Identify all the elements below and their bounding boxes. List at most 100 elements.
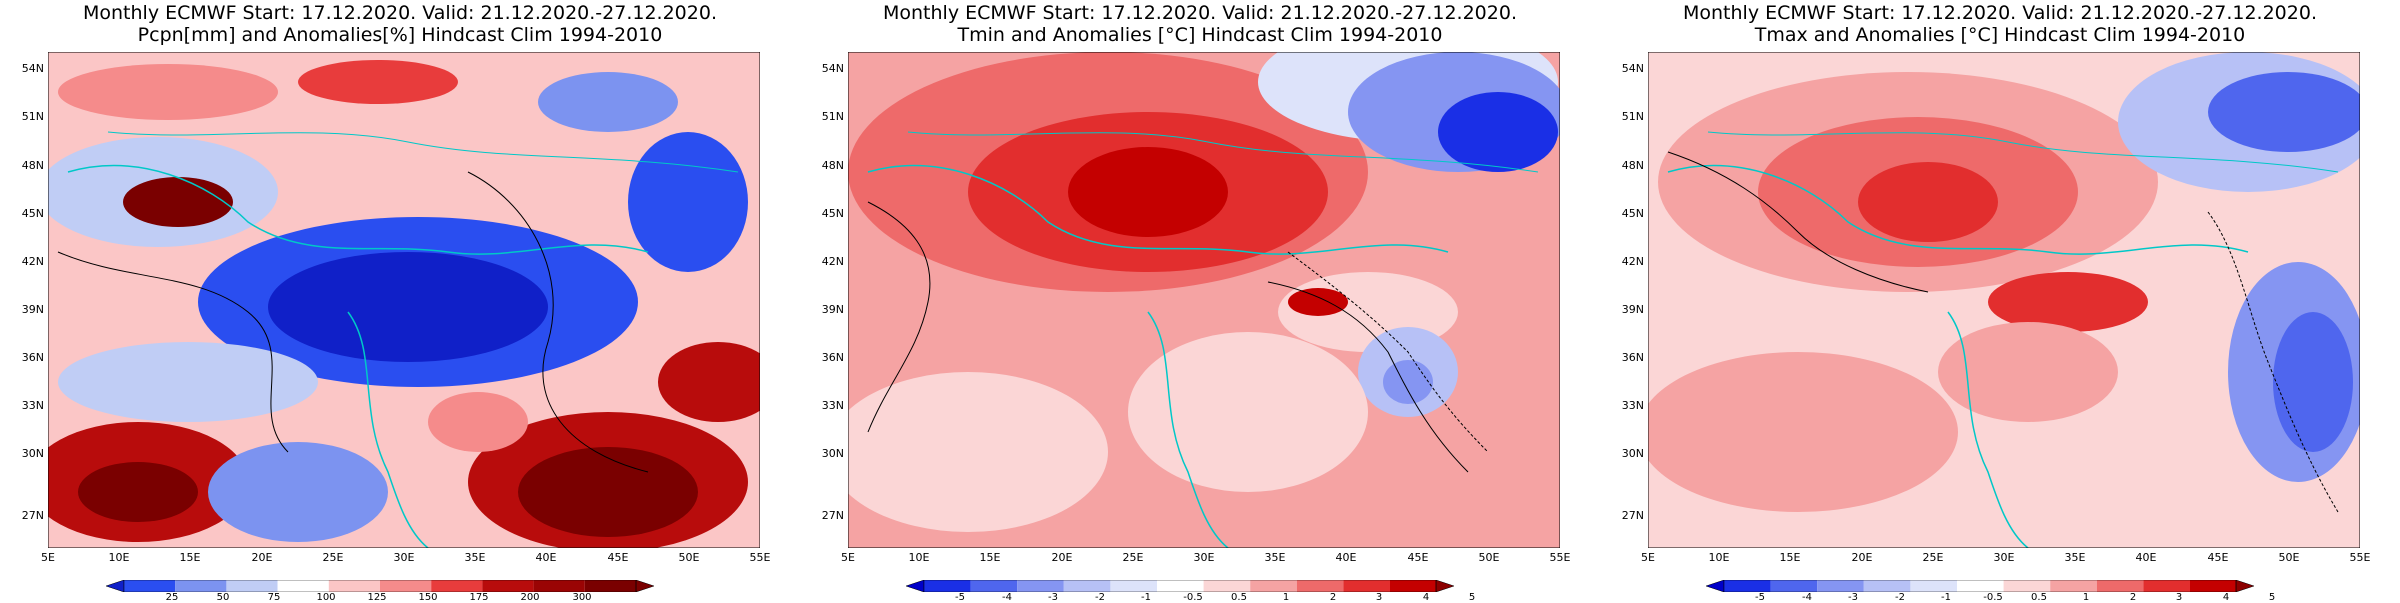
colorbar-label: 4 [1422,592,1430,603]
latitude-label: 51N [21,110,44,123]
panel-subtitle: Tmin and Anomalies [°C] Hindcast Clim 19… [957,24,1443,46]
colorbar-label: -2 [1095,592,1105,603]
longitude-label: 25E [1122,551,1144,564]
longitude-label: 25E [1922,551,1944,564]
latitude-label: 54N [821,62,844,75]
colorbar-label: -0.5 [1983,592,2003,603]
latitude-label: 39N [1621,303,1644,316]
colorbar-label: -1 [1141,592,1151,603]
colorbar-label: 0.5 [1231,592,1247,603]
longitude-label: 40E [1335,551,1357,564]
latitude-label: 48N [1621,159,1644,172]
longitude-label: 15E [979,551,1001,564]
colorbar-label: 50 [216,592,230,603]
latitude-label: 42N [1621,255,1644,268]
panel-title: Monthly ECMWF Start: 17.12.2020. Valid: … [1683,2,2317,24]
colorbar-label: 3 [1375,592,1383,603]
longitude-label: 55E [2349,551,2371,564]
panel-precipitation: Monthly ECMWF Start: 17.12.2020. Valid: … [0,0,800,603]
colorbar-label: 75 [267,592,281,603]
latitude-label: 27N [21,509,44,522]
colorbar-label: -3 [1048,592,1058,603]
latitude-label: 27N [821,509,844,522]
latitude-label: 45N [21,207,44,220]
longitude-label: 35E [464,551,486,564]
colorbar [106,580,654,592]
longitude-label: 40E [535,551,557,564]
colorbar-label: 2 [1329,592,1337,603]
colorbar-label: 200 [520,592,540,603]
longitude-label: 45E [2207,551,2229,564]
colorbar-label: -5 [1755,592,1765,603]
longitude-label: 45E [1407,551,1429,564]
precipitation-anomaly-map [48,52,760,548]
latitude-label: 36N [21,351,44,364]
latitude-label: 33N [21,399,44,412]
longitude-label: 30E [1993,551,2015,564]
panel-tmax: Monthly ECMWF Start: 17.12.2020. Valid: … [1600,0,2400,603]
colorbar [1706,580,2254,592]
longitude-label: 20E [1051,551,1073,564]
latitude-label: 33N [821,399,844,412]
latitude-label: 42N [821,255,844,268]
longitude-label: 20E [1851,551,1873,564]
panel-title: Monthly ECMWF Start: 17.12.2020. Valid: … [83,2,717,24]
colorbar-label: -3 [1848,592,1858,603]
longitude-label: 25E [322,551,344,564]
panel-subtitle: Tmax and Anomalies [°C] Hindcast Clim 19… [1754,24,2246,46]
colorbar-label: 4 [2222,592,2230,603]
colorbar-label: -2 [1895,592,1905,603]
colorbar-label: -0.5 [1183,592,1203,603]
latitude-label: 51N [821,110,844,123]
longitude-label: 15E [1779,551,1801,564]
longitude-label: 20E [251,551,273,564]
colorbar-label: 3 [2175,592,2183,603]
latitude-label: 45N [1621,207,1644,220]
longitude-label: 10E [108,551,130,564]
latitude-label: 42N [21,255,44,268]
colorbar-label: 125 [367,592,387,603]
longitude-label: 10E [908,551,930,564]
latitude-label: 54N [21,62,44,75]
colorbar-label: 300 [572,592,592,603]
latitude-label: 27N [1621,509,1644,522]
tmin-anomaly-map [848,52,1560,548]
longitude-label: 5E [1641,551,1655,564]
latitude-label: 33N [1621,399,1644,412]
panel-tmin: Monthly ECMWF Start: 17.12.2020. Valid: … [800,0,1600,603]
colorbar-label: 2 [2129,592,2137,603]
colorbar-label: 175 [469,592,489,603]
panel-title: Monthly ECMWF Start: 17.12.2020. Valid: … [883,2,1517,24]
longitude-label: 10E [1708,551,1730,564]
latitude-label: 30N [821,447,844,460]
colorbar-label: 25 [165,592,179,603]
colorbar [906,580,1454,592]
colorbar-label: 150 [418,592,438,603]
longitude-label: 35E [1264,551,1286,564]
latitude-label: 39N [21,303,44,316]
longitude-label: 5E [41,551,55,564]
longitude-label: 30E [393,551,415,564]
latitude-label: 45N [821,207,844,220]
latitude-label: 30N [1621,447,1644,460]
longitude-label: 50E [2278,551,2300,564]
latitude-label: 54N [1621,62,1644,75]
latitude-label: 39N [821,303,844,316]
latitude-label: 30N [21,447,44,460]
latitude-label: 48N [821,159,844,172]
colorbar-label: 5 [2268,592,2276,603]
longitude-label: 40E [2135,551,2157,564]
latitude-label: 36N [821,351,844,364]
latitude-label: 48N [21,159,44,172]
panel-subtitle: Pcpn[mm] and Anomalies[%] Hindcast Clim … [137,24,663,46]
colorbar-label: -4 [1802,592,1812,603]
longitude-label: 30E [1193,551,1215,564]
longitude-label: 45E [607,551,629,564]
colorbar-label: 100 [316,592,336,603]
colorbar-label: 1 [2082,592,2090,603]
longitude-label: 50E [1478,551,1500,564]
longitude-label: 55E [1549,551,1571,564]
latitude-label: 36N [1621,351,1644,364]
colorbar-label: 1 [1282,592,1290,603]
colorbar-label: 0.5 [2031,592,2047,603]
